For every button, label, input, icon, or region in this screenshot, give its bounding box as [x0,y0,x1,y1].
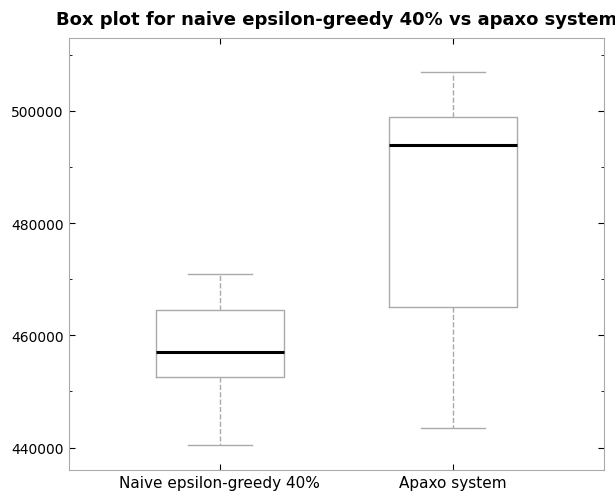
Title: Box plot for naive epsilon-greedy 40% vs apaxo system: Box plot for naive epsilon-greedy 40% vs… [55,11,615,29]
